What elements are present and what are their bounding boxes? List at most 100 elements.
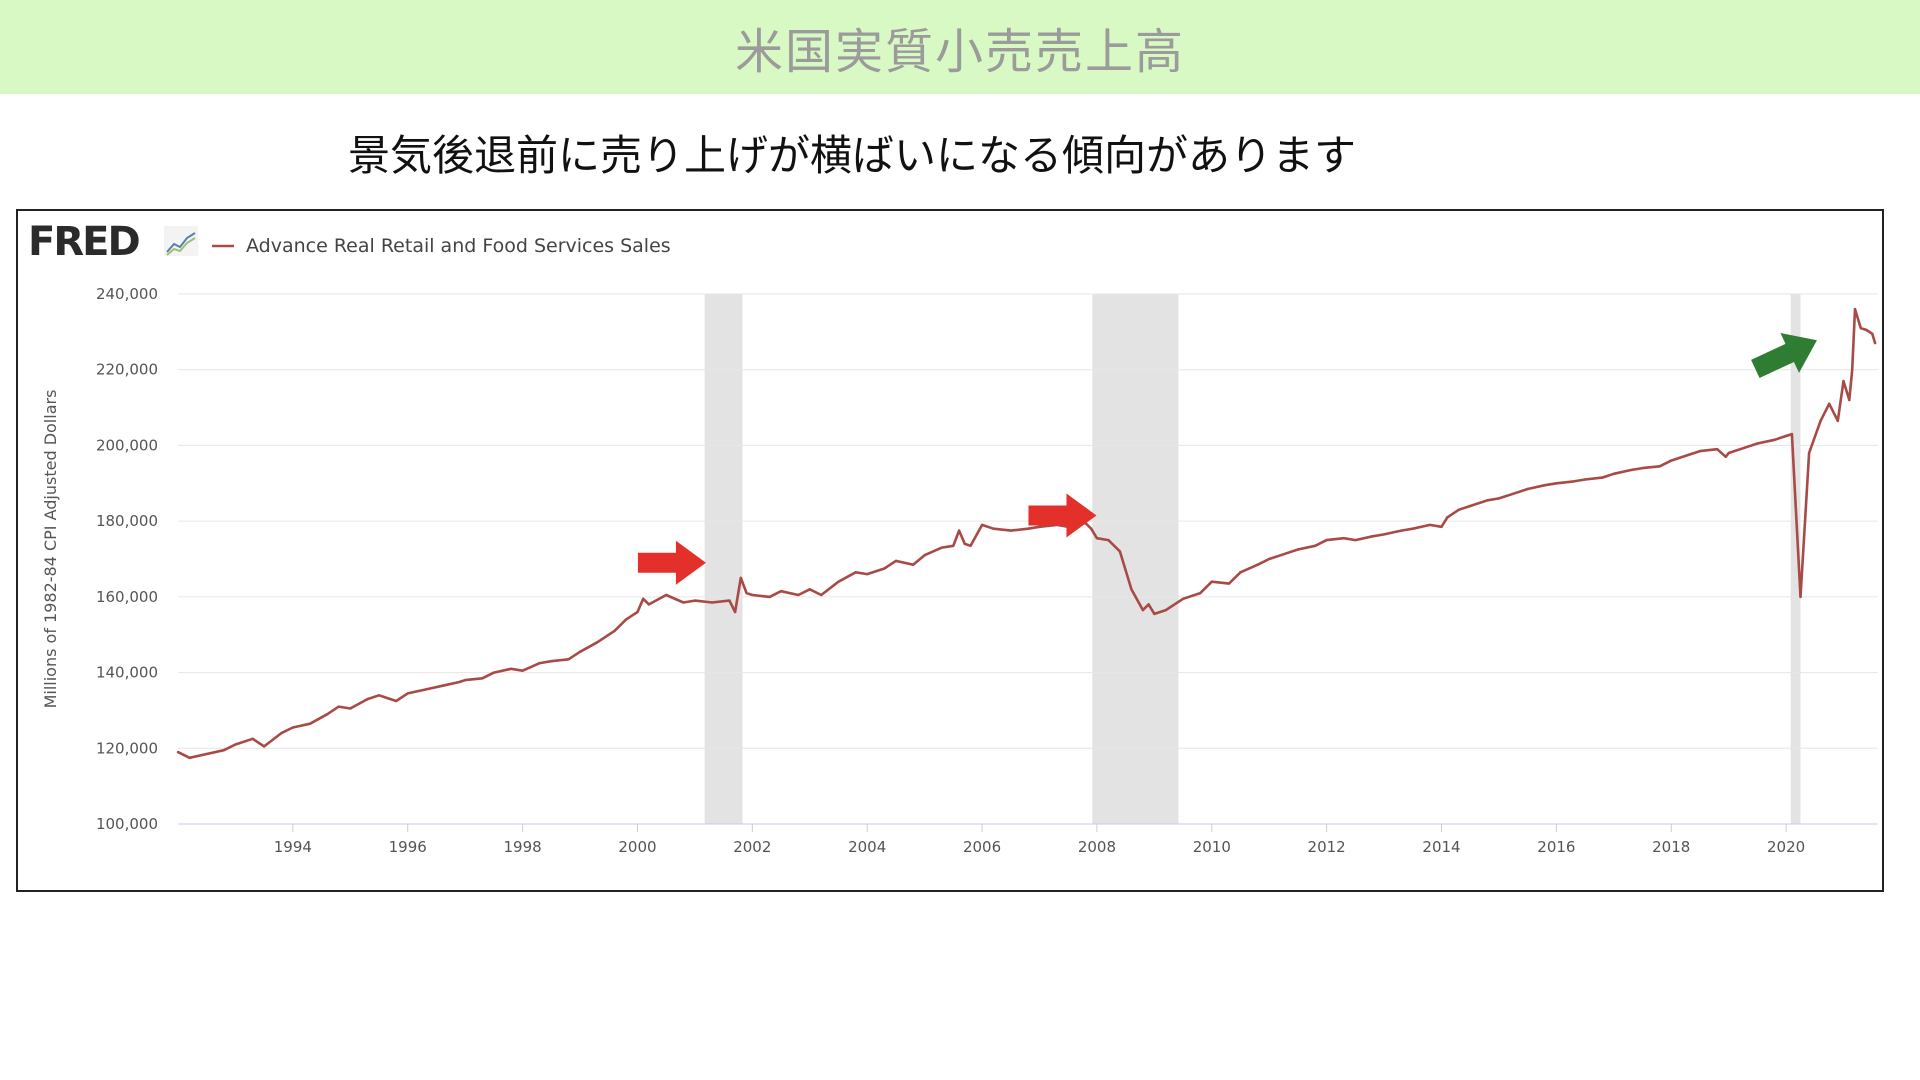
data-point — [1670, 459, 1673, 462]
fred-logo-text: FRED — [28, 219, 139, 265]
data-point — [326, 713, 329, 716]
data-point — [481, 677, 484, 680]
x-tick-label: 2002 — [733, 838, 771, 856]
data-point — [222, 748, 226, 752]
data-point — [739, 576, 743, 580]
data-point — [664, 593, 668, 597]
grid-lines — [178, 293, 1878, 825]
red-arrow-1 — [1028, 493, 1097, 538]
fred-chart: FRED Advance Real Retail and Food Servic… — [28, 219, 1878, 856]
title-bar: 米国実質小売売上高 — [0, 0, 1920, 94]
data-point — [1572, 480, 1575, 483]
data-point — [251, 737, 254, 741]
series-layer — [176, 307, 1877, 760]
recession-bands — [704, 294, 1801, 824]
data-point — [642, 597, 645, 600]
slide-subtitle: 景気後退前に売り上げが横ばいになる傾向があります — [348, 131, 1357, 180]
data-point — [538, 661, 542, 665]
data-point — [768, 595, 771, 599]
data-point — [693, 599, 697, 602]
data-point — [613, 629, 616, 633]
data-point — [1153, 612, 1156, 616]
data-point — [624, 618, 628, 621]
slide-title: 米国実質小売売上高 — [734, 24, 1185, 80]
data-point — [992, 527, 995, 530]
data-point — [1026, 527, 1030, 530]
data-point — [940, 546, 944, 549]
y-axis: 100,000 120,000 140,000 160,000 180,000 200,0… — [96, 285, 158, 833]
data-point — [1543, 483, 1547, 487]
x-tick-label: 2000 — [618, 838, 656, 856]
data-point — [1698, 449, 1702, 453]
data-point — [1256, 563, 1259, 566]
red-arrow-0 — [637, 540, 706, 585]
data-point — [837, 580, 840, 583]
y-tick-label: 200,000 — [96, 436, 158, 454]
data-point — [969, 544, 972, 547]
data-point — [406, 692, 409, 695]
y-tick-label: 180,000 — [96, 512, 158, 530]
data-point — [349, 707, 352, 710]
y-tick-label: 140,000 — [96, 664, 158, 682]
data-point — [1827, 402, 1831, 405]
data-point — [1744, 446, 1748, 449]
data-point — [854, 571, 857, 574]
data-point — [1583, 478, 1587, 481]
data-point — [1853, 307, 1857, 311]
data-point — [728, 599, 731, 602]
data-point — [1469, 504, 1472, 508]
data-point — [337, 705, 341, 708]
y-tick-label: 220,000 — [96, 361, 158, 379]
data-point — [1842, 379, 1845, 383]
data-point — [458, 680, 461, 684]
data-point — [1440, 525, 1443, 529]
x-tick-label: 2004 — [848, 838, 886, 856]
x-tick-label: 2018 — [1652, 838, 1690, 856]
x-tick-label: 1998 — [504, 838, 542, 856]
data-point — [509, 667, 513, 670]
data-point — [578, 650, 582, 653]
data-point — [262, 745, 266, 748]
data-point — [1756, 442, 1759, 445]
data-point — [745, 591, 748, 595]
data-point — [1871, 332, 1874, 335]
data-point — [710, 601, 714, 604]
data-point — [395, 699, 398, 703]
recession-band-0 — [704, 294, 743, 824]
data-point — [1446, 516, 1449, 519]
data-point — [1118, 550, 1122, 553]
data-point — [1009, 529, 1012, 532]
data-point — [1089, 527, 1093, 530]
data-point — [1411, 527, 1414, 530]
data-point — [733, 610, 737, 614]
x-axis: 1994 1996 1998 2000 2002 2004 2006 2008 2010 2012… — [274, 824, 1805, 856]
data-point — [550, 660, 553, 663]
data-point — [1210, 580, 1213, 583]
data-point — [1342, 536, 1346, 540]
data-point — [567, 658, 570, 661]
x-tick-label: 1994 — [274, 838, 312, 856]
recession-band-1 — [1092, 294, 1179, 824]
data-point — [1354, 538, 1357, 542]
data-point — [1727, 451, 1730, 455]
y-tick-label: 160,000 — [96, 588, 158, 606]
data-point — [820, 593, 823, 597]
data-point — [1325, 538, 1328, 542]
data-point — [779, 589, 783, 593]
data-point — [1457, 508, 1460, 511]
data-point — [521, 669, 524, 672]
series-line-0 — [177, 307, 1877, 760]
recession-band-2 — [1790, 294, 1801, 824]
data-point — [808, 588, 811, 591]
annotation-arrows — [637, 332, 1817, 585]
data-point — [1873, 342, 1877, 345]
data-point — [923, 554, 926, 557]
data-point — [1807, 451, 1811, 455]
fred-chart-frame: FRED Advance Real Retail and Food Servic… — [16, 209, 1884, 892]
data-point — [952, 544, 955, 547]
x-tick-label: 2014 — [1422, 838, 1460, 856]
data-point — [1514, 491, 1518, 494]
data-point — [423, 688, 427, 691]
data-point — [492, 671, 496, 674]
x-tick-label: 2010 — [1193, 838, 1231, 856]
